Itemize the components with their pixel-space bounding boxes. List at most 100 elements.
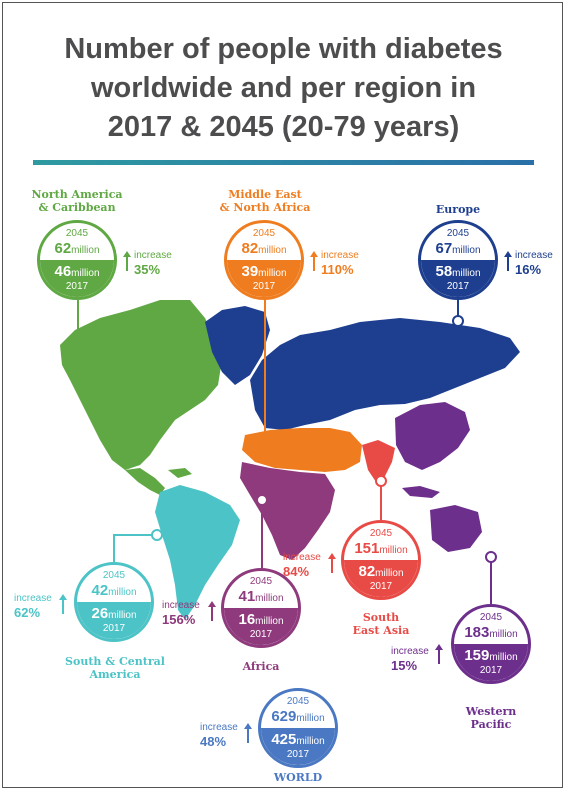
stat-2017: 46million 2017 [40, 260, 114, 297]
arrow-up-icon [328, 553, 336, 573]
increase-label: increase [515, 250, 553, 261]
increase-value: 62% [14, 605, 41, 620]
stat-2045: 2045 42million [77, 565, 151, 602]
year-label: 2017 [249, 629, 273, 640]
endpoint-europe [452, 315, 464, 327]
map-africa [240, 462, 335, 560]
stat-2017: 159million 2017 [454, 644, 528, 681]
increase-value: 16% [515, 262, 542, 277]
value-2017: 39 [241, 263, 259, 280]
unit-label: million [255, 593, 284, 604]
stat-2045: 2045 183million [454, 607, 528, 644]
increase-western-pacific: increase 15% [391, 646, 429, 673]
region-name-line: WORLD [273, 771, 323, 784]
region-name-line: North America [31, 188, 123, 201]
increase-label: increase [391, 646, 429, 657]
region-name-western-pacific: Western Pacific [451, 705, 531, 731]
region-name-line: South & Central [65, 655, 165, 668]
increase-value: 156% [162, 612, 196, 627]
increase-north-america: increase 35% [134, 250, 172, 277]
value-2017: 425 [271, 731, 297, 748]
year-label: 2045 [286, 696, 310, 707]
increase-africa: increase 156% [162, 600, 200, 627]
region-name-europe: Europe [418, 203, 498, 216]
year-label: 2045 [249, 576, 273, 587]
map-greenland [205, 306, 270, 385]
year-label: 2045 [252, 228, 276, 239]
increase-value: 48% [200, 734, 227, 749]
title-line-2: worldwide and per region in [90, 72, 477, 104]
endpoint-sca [151, 529, 163, 541]
map-indonesia [402, 486, 440, 498]
arrow-up-icon [59, 594, 67, 614]
map-oceania [430, 505, 482, 552]
endpoint-wp [485, 551, 497, 563]
map-north-america [60, 300, 222, 470]
increase-label: increase [200, 722, 238, 733]
year-label: 2017 [479, 665, 503, 676]
value-2017: 46 [54, 263, 72, 280]
stat-circle-africa: 2045 41million 16million 2017 [221, 568, 301, 648]
arrow-up-icon [310, 251, 318, 271]
stat-circle-western-pacific: 2045 183million 159million 2017 [451, 604, 531, 684]
arrow-up-icon [435, 644, 443, 664]
stat-2017: 39million 2017 [227, 260, 301, 297]
value-2017: 58 [435, 263, 453, 280]
stat-2045: 2045 62million [40, 223, 114, 260]
stat-2017: 58million 2017 [421, 260, 495, 297]
region-name-line: Middle East [228, 188, 302, 201]
region-name-line: Africa [242, 660, 280, 673]
increase-label: increase [14, 593, 52, 604]
increase-label: increase [134, 250, 172, 261]
stat-2045: 2045 151million [344, 523, 418, 560]
map-south-east-asia [362, 440, 395, 482]
increase-value: 35% [134, 262, 161, 277]
region-name-mena: Middle East & North Africa [205, 188, 325, 214]
increase-label: increase [283, 552, 321, 563]
increase-value: 15% [391, 658, 418, 673]
region-name-north-america: North America & Caribbean [18, 188, 136, 214]
unit-label: million [108, 587, 137, 598]
unit-label: million [452, 245, 481, 256]
map-western-pacific [395, 402, 470, 470]
map-central-america [125, 468, 165, 495]
value-2045: 62 [54, 240, 72, 257]
unit-label: million [71, 245, 100, 256]
increase-label: increase [321, 250, 359, 261]
value-2045: 151 [354, 540, 380, 557]
region-name-africa: Africa [221, 660, 301, 673]
stat-circle-mena: 2045 82million 39million 2017 [224, 220, 304, 300]
stat-circle-world: 2045 629million 425million 2017 [258, 688, 338, 768]
value-2045: 629 [271, 708, 297, 725]
value-2045: 42 [91, 582, 109, 599]
title-line-1: Number of people with diabetes [64, 33, 503, 65]
unit-label: million [258, 245, 287, 256]
year-label: 2045 [446, 228, 470, 239]
year-label: 2017 [286, 749, 310, 760]
region-name-line: East Asia [352, 624, 410, 637]
infographic-title: Number of people with diabetes worldwide… [0, 30, 567, 147]
year-label: 2045 [102, 570, 126, 581]
increase-value: 84% [283, 564, 310, 579]
year-label: 2045 [65, 228, 89, 239]
connector-sca [113, 534, 152, 562]
title-divider [33, 160, 534, 165]
stat-2017: 82million 2017 [344, 560, 418, 597]
increase-south-east-asia: increase 84% [283, 552, 321, 579]
increase-label: increase [162, 600, 200, 611]
stat-circle-south-central-america: 2045 42million 26million 2017 [74, 562, 154, 642]
region-name-world: WORLD [258, 771, 338, 784]
stat-circle-europe: 2045 67million 58million 2017 [418, 220, 498, 300]
year-label: 2017 [369, 581, 393, 592]
unit-label: million [379, 545, 408, 556]
stat-2045: 2045 41million [224, 571, 298, 608]
unit-label: million [255, 616, 284, 627]
value-2045: 183 [464, 624, 490, 641]
map-south-america [155, 485, 240, 620]
unit-label: million [489, 629, 518, 640]
increase-value: 110% [321, 262, 354, 277]
year-label: 2017 [252, 281, 276, 292]
value-2045: 82 [241, 240, 259, 257]
